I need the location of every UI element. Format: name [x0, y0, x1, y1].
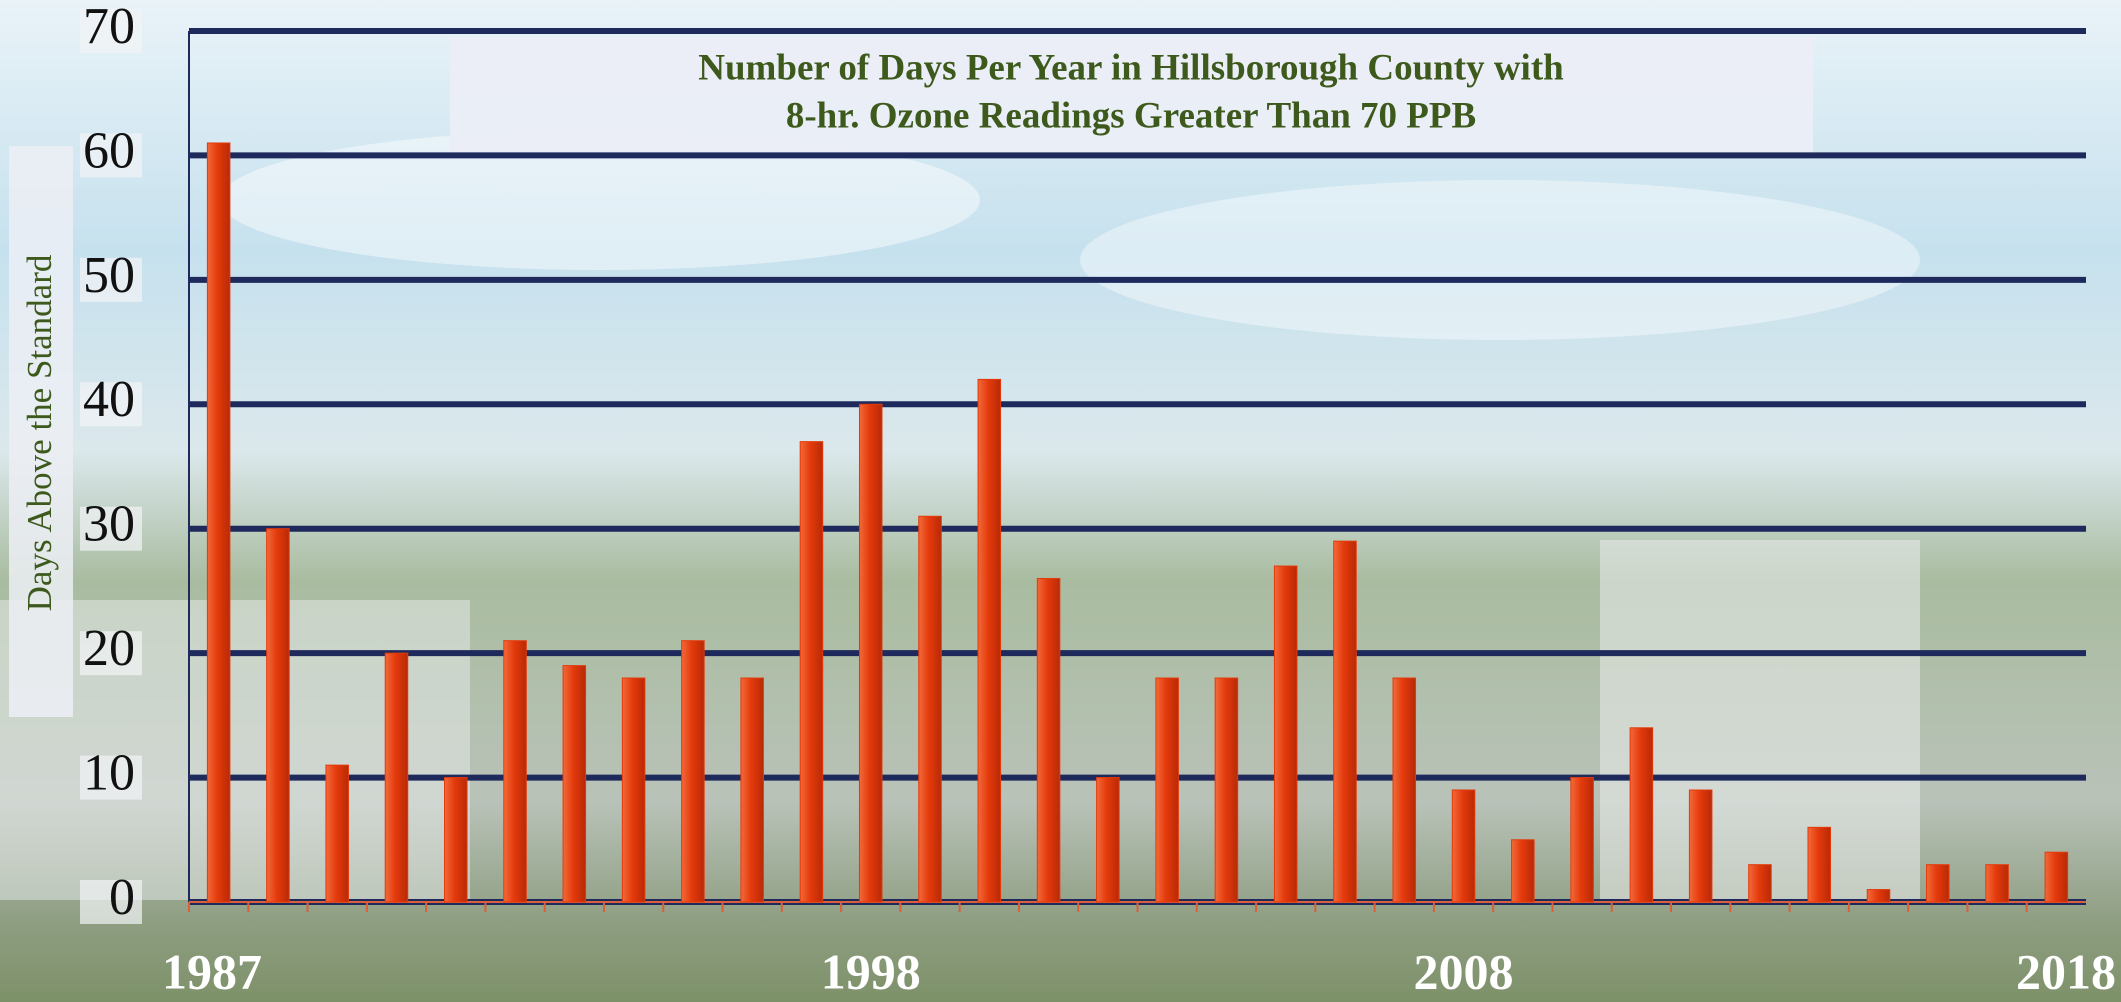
- bar: [1451, 789, 1476, 903]
- y-tick-label-bg: [80, 631, 142, 676]
- bar: [266, 528, 290, 903]
- chart-title: Number of Days Per Year in Hillsborough …: [698, 47, 1564, 88]
- shelter: [1600, 540, 1920, 900]
- bar: [799, 441, 824, 903]
- x-tick-label: 2008: [1414, 943, 1514, 999]
- cloud: [1080, 180, 1920, 340]
- y-tick-label-bg: [80, 257, 142, 302]
- bar: [621, 677, 646, 903]
- bar: [2044, 851, 2069, 903]
- bar: [1807, 826, 1831, 903]
- bar: [1866, 889, 1891, 903]
- bar: [1155, 677, 1179, 903]
- bar: [325, 764, 349, 903]
- y-tick-label-bg: [80, 382, 142, 427]
- y-tick-label: 70: [83, 0, 135, 55]
- y-label-box: [9, 146, 73, 717]
- title-box: [450, 37, 1813, 153]
- bar: [384, 652, 409, 903]
- y-tick-label-bg: [80, 133, 142, 178]
- chart-title: 8-hr. Ozone Readings Greater Than 70 PPB: [786, 95, 1476, 136]
- y-tick-label: 0: [109, 869, 135, 926]
- bar: [1926, 864, 1950, 903]
- y-tick-label: 50: [83, 247, 135, 304]
- y-tick-label-bg: [80, 9, 142, 53]
- bar: [1214, 677, 1239, 903]
- y-tick-label-bg: [80, 506, 142, 551]
- y-tick-label-bg: [80, 880, 142, 924]
- y-tick-label: 20: [83, 620, 135, 677]
- x-tick-label: 2018: [2016, 943, 2116, 999]
- bar: [1570, 777, 1594, 903]
- bar: [1333, 540, 1357, 903]
- bar: [1273, 565, 1298, 903]
- bar: [444, 777, 468, 903]
- x-tick-label: 1987: [162, 943, 262, 999]
- bar: [977, 378, 1002, 903]
- bar: [562, 665, 587, 903]
- bar: [503, 640, 527, 903]
- y-tick-label: 40: [83, 371, 135, 428]
- x-tick-label: 1998: [821, 943, 921, 999]
- bar: [918, 515, 942, 903]
- y-tick-label: 30: [83, 496, 135, 553]
- bar: [1688, 789, 1713, 903]
- y-tick-label: 60: [83, 122, 135, 179]
- bar: [858, 403, 883, 903]
- bar: [1036, 577, 1061, 903]
- y-tick-label: 10: [83, 745, 135, 802]
- y-tick-label-bg: [80, 755, 142, 800]
- bar: [206, 142, 231, 903]
- bar: [1629, 727, 1654, 903]
- cloud: [220, 130, 980, 270]
- bar: [1511, 839, 1535, 903]
- bar: [1096, 777, 1120, 903]
- bar: [1748, 864, 1772, 903]
- bar: [1985, 864, 2009, 903]
- bar: [681, 640, 705, 903]
- bar: [1392, 677, 1417, 903]
- y-axis-label: Days Above the Standard: [20, 254, 59, 611]
- bar: [740, 677, 764, 903]
